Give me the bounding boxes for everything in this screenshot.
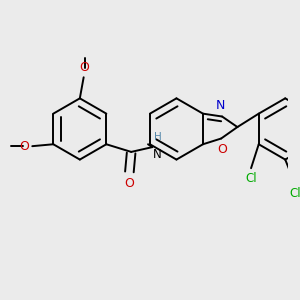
Text: O: O: [20, 140, 29, 153]
Text: Cl: Cl: [289, 187, 300, 200]
Text: O: O: [124, 177, 134, 190]
Text: O: O: [217, 143, 227, 156]
Text: O: O: [80, 61, 90, 74]
Text: N: N: [215, 99, 225, 112]
Text: N: N: [153, 148, 162, 161]
Text: Cl: Cl: [245, 172, 257, 185]
Text: H: H: [154, 132, 162, 142]
